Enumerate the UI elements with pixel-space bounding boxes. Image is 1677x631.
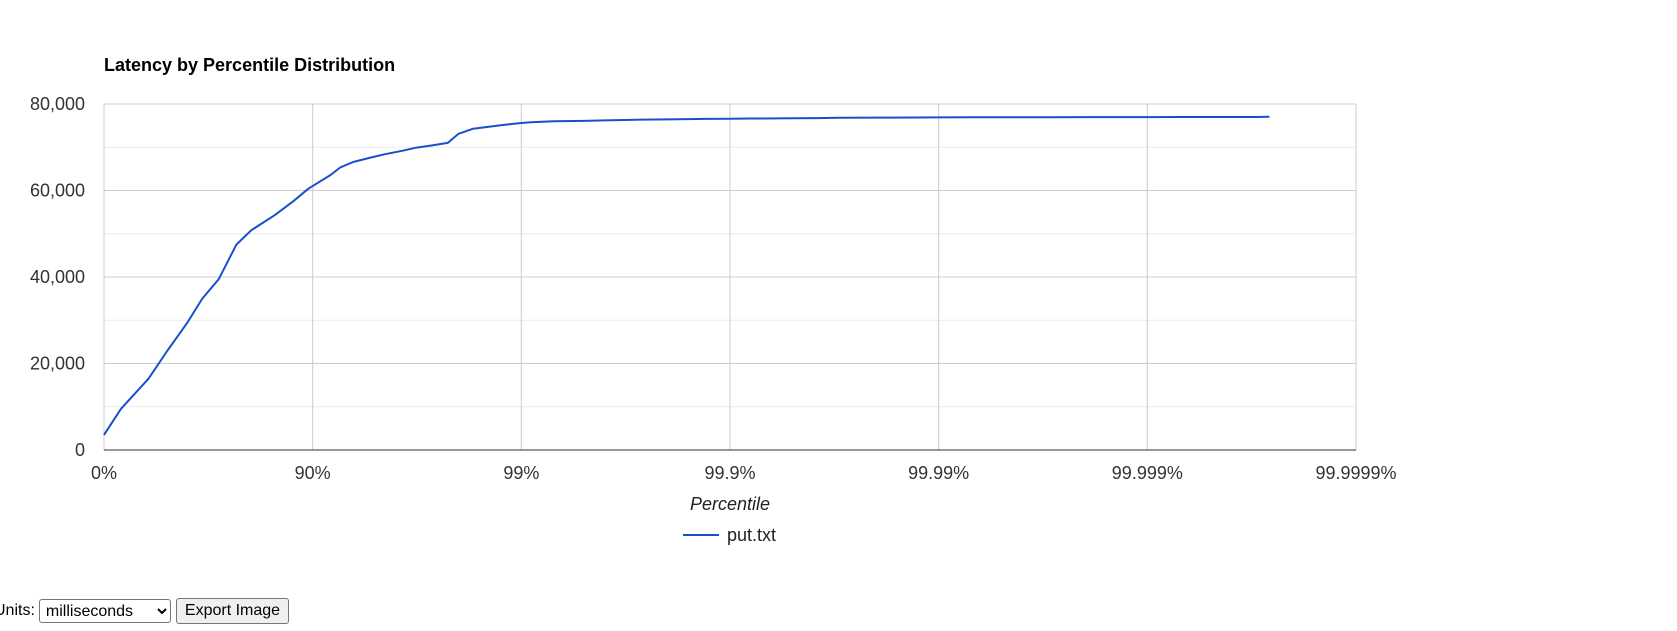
x-tick-label: 99% [503, 463, 539, 483]
x-tick-label: 99.999% [1112, 463, 1183, 483]
grid [103, 103, 1357, 451]
latency-chart: Latency by Percentile Distribution 0 20,0… [30, 55, 1397, 545]
y-tick-label: 80,000 [30, 94, 85, 114]
y-tick-label: 20,000 [30, 354, 85, 374]
x-axis-ticks: 0% 90% 99% 99.9% 99.99% 99.999% 99.9999% [91, 463, 1397, 483]
x-tick-label: 0% [91, 463, 117, 483]
y-tick-label: 0 [75, 440, 85, 460]
x-tick-label: 99.99% [908, 463, 969, 483]
y-axis-ticks: 0 20,000 40,000 60,000 80,000 [30, 94, 85, 460]
legend[interactable]: put.txt [683, 525, 776, 545]
x-tick-label: 99.9999% [1315, 463, 1396, 483]
chart-title: Latency by Percentile Distribution [104, 55, 395, 75]
controls-bar: Units: milliseconds Export Image [0, 598, 290, 624]
export-image-button[interactable]: Export Image [175, 598, 290, 624]
series-line-put-txt [103, 115, 1270, 436]
chart-area: Latency by Percentile Distribution 0 20,0… [30, 55, 1397, 545]
series-layer [103, 115, 1270, 436]
units-label: Units: [0, 602, 35, 619]
x-axis-title: Percentile [690, 494, 770, 514]
y-tick-label: 40,000 [30, 267, 85, 287]
x-tick-label: 90% [295, 463, 331, 483]
units-select[interactable]: milliseconds [38, 599, 171, 623]
legend-label: put.txt [727, 525, 776, 545]
x-tick-label: 99.9% [704, 463, 755, 483]
y-tick-label: 60,000 [30, 181, 85, 201]
